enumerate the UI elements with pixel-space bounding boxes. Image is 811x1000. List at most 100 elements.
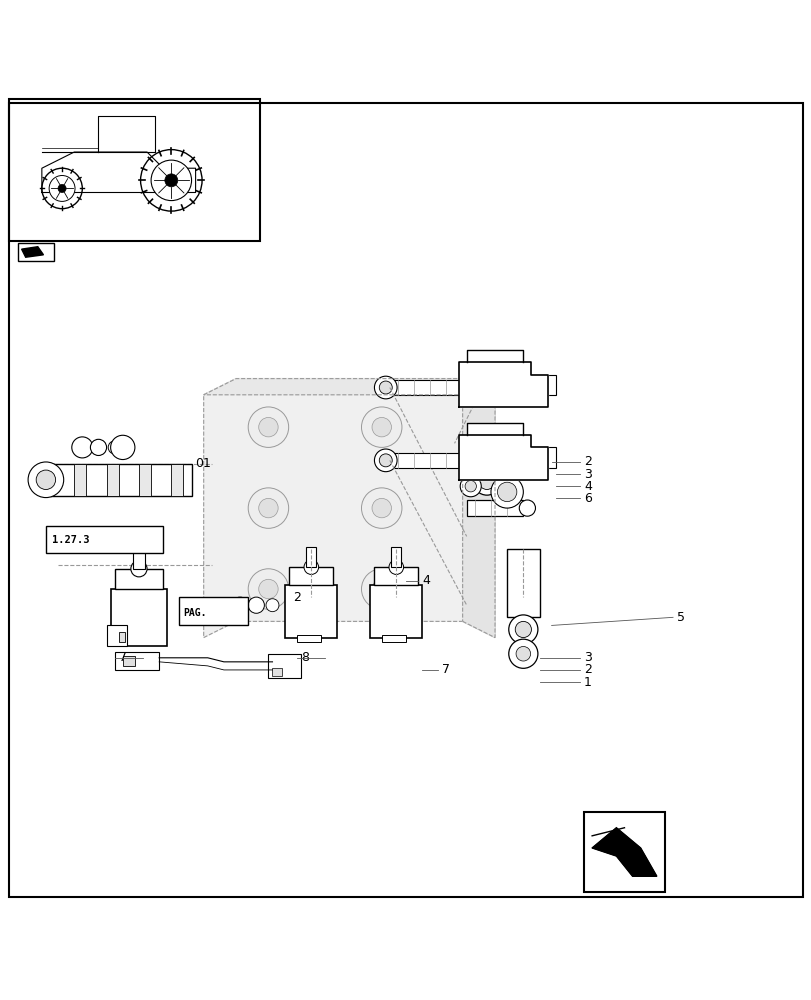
Bar — [381, 635, 406, 642]
Text: 2: 2 — [583, 663, 591, 676]
Circle shape — [465, 481, 476, 492]
Bar — [50, 464, 191, 496]
Circle shape — [508, 639, 537, 668]
Text: 3: 3 — [583, 468, 591, 481]
Bar — [268, 654, 300, 678]
Bar — [390, 547, 401, 567]
Bar — [118, 632, 125, 642]
Circle shape — [361, 407, 401, 447]
Bar — [74, 464, 86, 496]
Circle shape — [165, 174, 178, 187]
Circle shape — [131, 561, 147, 577]
Bar — [133, 549, 144, 569]
Bar — [114, 652, 159, 670]
Text: 6: 6 — [583, 492, 591, 505]
Bar — [305, 547, 315, 567]
Circle shape — [515, 621, 530, 638]
Bar — [296, 635, 320, 642]
Polygon shape — [42, 152, 195, 192]
Circle shape — [259, 579, 278, 599]
Text: 4: 4 — [422, 574, 430, 587]
Circle shape — [266, 599, 279, 612]
Bar — [114, 569, 163, 589]
Bar — [285, 585, 337, 638]
Circle shape — [494, 451, 504, 460]
Text: PAG.: PAG. — [183, 608, 207, 618]
Text: 7: 7 — [442, 663, 450, 676]
Text: 01: 01 — [195, 457, 211, 470]
Circle shape — [374, 376, 397, 399]
Bar — [393, 453, 462, 468]
Bar — [466, 500, 523, 516]
Polygon shape — [98, 116, 155, 152]
Circle shape — [140, 150, 202, 211]
Circle shape — [90, 439, 106, 455]
Bar — [393, 380, 462, 395]
Circle shape — [371, 498, 391, 518]
Polygon shape — [466, 423, 523, 435]
Circle shape — [473, 468, 500, 495]
Circle shape — [259, 417, 278, 437]
Circle shape — [361, 569, 401, 609]
Bar — [373, 567, 418, 585]
Bar — [10, 99, 260, 241]
Circle shape — [497, 482, 517, 502]
Circle shape — [71, 437, 92, 458]
Circle shape — [379, 454, 392, 467]
Bar — [46, 526, 163, 553]
Circle shape — [49, 176, 75, 201]
Bar — [18, 243, 54, 261]
Circle shape — [371, 579, 391, 599]
Polygon shape — [458, 362, 547, 407]
Circle shape — [361, 488, 401, 528]
Text: 2: 2 — [583, 455, 591, 468]
Text: 3: 3 — [583, 651, 591, 664]
Bar — [526, 375, 555, 395]
Bar — [526, 447, 555, 468]
Text: 5: 5 — [676, 611, 684, 624]
Circle shape — [460, 476, 481, 497]
Text: 8: 8 — [300, 651, 308, 664]
Text: 2: 2 — [292, 591, 300, 604]
Circle shape — [508, 615, 537, 644]
Circle shape — [248, 597, 264, 613]
Bar — [507, 549, 539, 617]
Bar — [139, 464, 151, 496]
Circle shape — [478, 473, 495, 489]
Text: 4: 4 — [583, 480, 591, 493]
Polygon shape — [204, 379, 495, 638]
Circle shape — [248, 569, 288, 609]
Circle shape — [248, 407, 288, 447]
Bar — [583, 812, 664, 892]
Bar — [369, 585, 422, 638]
Circle shape — [516, 646, 530, 661]
Circle shape — [491, 476, 523, 508]
Circle shape — [248, 488, 288, 528]
Polygon shape — [591, 828, 656, 876]
Bar — [288, 567, 333, 585]
Polygon shape — [204, 379, 495, 395]
Circle shape — [36, 470, 55, 489]
Bar — [106, 464, 118, 496]
Circle shape — [108, 441, 121, 454]
Circle shape — [489, 446, 508, 465]
Bar — [179, 597, 248, 625]
Text: 1: 1 — [583, 676, 591, 689]
Bar — [272, 668, 282, 676]
Polygon shape — [458, 435, 547, 480]
Circle shape — [519, 500, 534, 516]
Bar — [110, 589, 167, 646]
Bar — [534, 451, 547, 464]
Bar — [534, 379, 547, 391]
Polygon shape — [22, 247, 44, 257]
Circle shape — [259, 498, 278, 518]
Text: 7: 7 — [118, 651, 127, 664]
Circle shape — [232, 597, 248, 613]
Bar — [106, 625, 127, 646]
Text: 1.27.3: 1.27.3 — [52, 535, 90, 545]
Circle shape — [303, 560, 318, 574]
Circle shape — [151, 160, 191, 201]
Bar — [171, 464, 183, 496]
Circle shape — [110, 435, 135, 460]
Circle shape — [371, 417, 391, 437]
